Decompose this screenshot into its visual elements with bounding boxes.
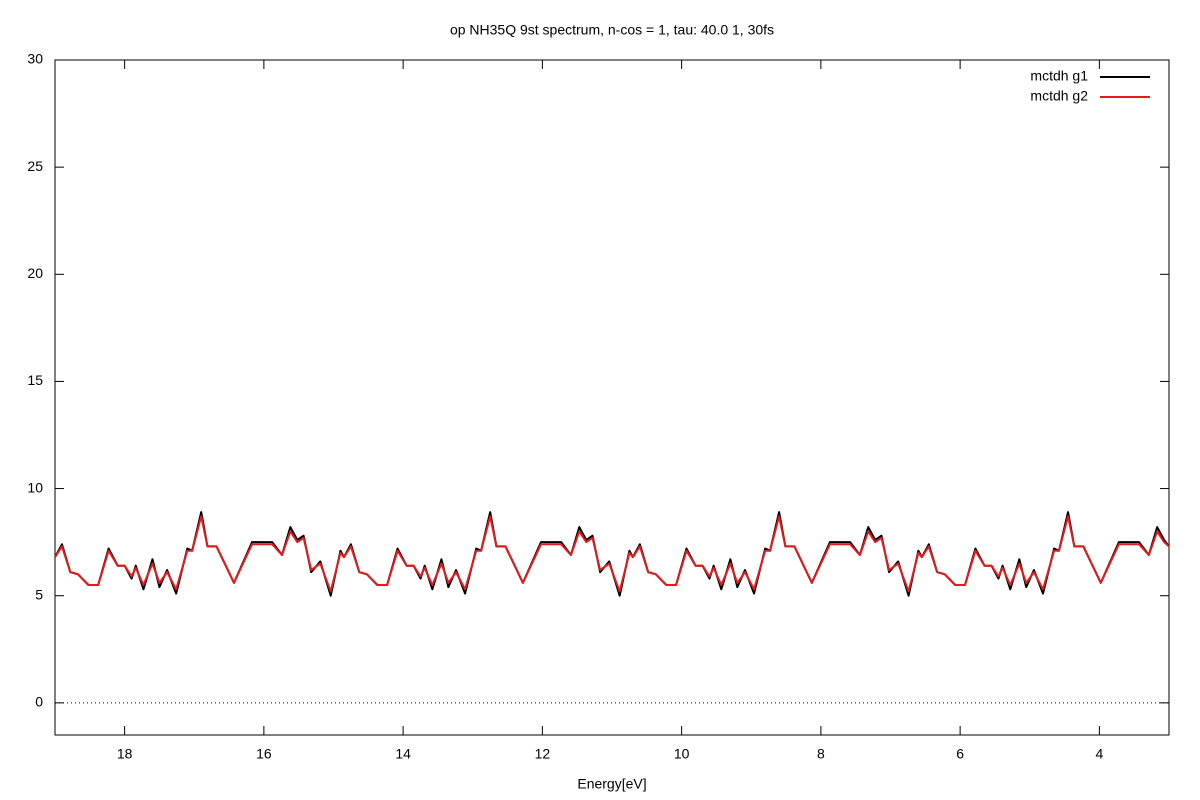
x-tick-label: 4: [1095, 746, 1103, 762]
series-line: [54, 515, 1170, 593]
y-tick-label: 0: [35, 694, 43, 710]
x-axis-label: Energy[eV]: [577, 776, 646, 792]
legend-label: mctdh g1: [1030, 68, 1088, 84]
y-tick-label: 20: [27, 265, 43, 281]
y-tick-label: 5: [35, 586, 43, 602]
x-tick-label: 8: [817, 746, 825, 762]
x-tick-label: 14: [395, 746, 411, 762]
y-tick-label: 10: [27, 479, 43, 495]
y-tick-label: 30: [27, 51, 43, 67]
plot-frame: [54, 59, 1170, 736]
x-tick-label: 18: [117, 746, 133, 762]
y-tick-label: 25: [27, 158, 43, 174]
y-tick-label: 15: [27, 372, 43, 388]
chart-title: op NH35Q 9st spectrum, n-cos = 1, tau: 4…: [450, 22, 774, 38]
x-tick-label: 16: [256, 746, 272, 762]
x-tick-label: 10: [674, 746, 690, 762]
series-line: [54, 511, 1170, 597]
x-tick-label: 6: [956, 746, 964, 762]
legend-label: mctdh g2: [1030, 88, 1088, 104]
x-tick-label: 12: [535, 746, 551, 762]
